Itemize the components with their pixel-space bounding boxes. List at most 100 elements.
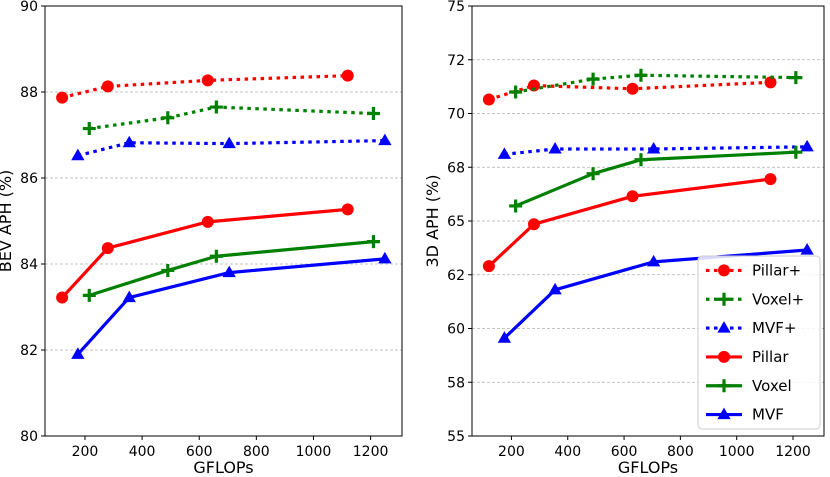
data-point (122, 135, 136, 148)
x-tick-label: 200 (72, 444, 99, 460)
y-tick-label: 72 (447, 53, 465, 69)
legend-box (697, 255, 821, 430)
series-pillar-plus (482, 76, 777, 106)
series-mvf (71, 251, 392, 359)
data-point (341, 203, 354, 216)
data-point (789, 71, 803, 85)
data-point (378, 251, 392, 264)
series-line-mvf (76, 257, 386, 356)
data-point (800, 243, 814, 255)
legend-label-mvf: MVF (752, 406, 784, 424)
data-point (527, 218, 540, 231)
data-point (71, 347, 85, 359)
x-tick-label: 400 (129, 444, 156, 460)
series-line-mvf-plus (504, 145, 808, 156)
series-line-pillar-plus (488, 80, 771, 102)
data-point (764, 173, 777, 186)
data-point (82, 288, 96, 302)
data-point (482, 93, 495, 106)
data-point (82, 122, 96, 136)
y-tick-label: 70 (447, 107, 465, 123)
y-tick-label: 86 (20, 171, 38, 187)
legend-label-voxel-plus: Voxel+ (752, 290, 804, 308)
bev-aph-panel: 80 82 84 86 88 90 200 400 600 800 1000 1200 GFLOPs BE… (0, 0, 403, 477)
data-point (634, 153, 648, 167)
legend-label-mvf-plus: MVF+ (752, 319, 796, 337)
data-point (586, 72, 600, 86)
data-point (56, 91, 69, 104)
data-point (646, 141, 661, 154)
data-point (71, 148, 85, 161)
y-tick-label: 60 (447, 322, 465, 338)
x-tick-label: 1200 (353, 444, 389, 460)
legend-marker-voxel-plus (717, 292, 731, 306)
data-point (122, 290, 136, 303)
data-point (509, 199, 523, 213)
data-point (161, 111, 175, 125)
legend-marker-mvf-plus (717, 321, 731, 333)
legend: Pillar+ Voxel+ MVF+ Pillar Voxel MVF (697, 255, 821, 430)
data-point (101, 80, 114, 93)
series-line-voxel (515, 150, 796, 208)
plot-frame (44, 5, 403, 437)
legend-marker-voxel (717, 379, 731, 393)
data-point (800, 139, 814, 152)
legend-label-voxel: Voxel (752, 377, 792, 395)
y-tick-label: 82 (20, 343, 38, 359)
y-tick-label: 84 (20, 257, 38, 273)
data-point (209, 249, 223, 263)
data-point (626, 82, 639, 95)
data-point (341, 69, 354, 82)
data-point (201, 74, 214, 87)
y-tick-label: 58 (447, 375, 465, 391)
data-point (626, 190, 639, 203)
data-point (56, 291, 69, 304)
x-tick-label: 800 (667, 444, 694, 460)
series-mvf-plus (71, 133, 392, 161)
data-point (201, 215, 214, 228)
series-voxel-plus (509, 68, 803, 99)
data-point (548, 141, 562, 154)
data-point (586, 167, 600, 181)
x-axis-label: GFLOPs (193, 458, 253, 477)
y-axis-label: 3D APH (%) (423, 175, 442, 268)
data-point (497, 331, 512, 343)
x-tick-label: 1000 (296, 444, 332, 460)
series-pillar-plus (56, 69, 354, 104)
data-point (378, 133, 392, 146)
series-voxel-plus (82, 100, 380, 136)
data-point (222, 265, 236, 278)
data-point (209, 100, 223, 114)
series-mvf-plus (497, 139, 814, 159)
data-point (634, 68, 648, 82)
data-point (366, 107, 380, 120)
y-tick-label: 68 (447, 160, 465, 176)
legend-marker-pillar (718, 350, 730, 363)
data-point (548, 282, 562, 295)
series-pillar (56, 203, 354, 304)
x-tick-label: 600 (186, 444, 213, 460)
series-voxel (509, 145, 803, 213)
data-point (101, 242, 114, 255)
data-point (789, 145, 803, 159)
data-point (764, 76, 777, 89)
3d-aph-panel: 55 58 60 62 65 68 70 72 75 200 400 600 800 1000 1200 GF… (423, 0, 825, 477)
x-tick-label: 600 (611, 444, 638, 460)
data-point (497, 147, 512, 159)
x-tick-label: 200 (498, 444, 525, 460)
y-tick-label: 75 (447, 0, 465, 15)
y-tick-label: 55 (447, 429, 465, 445)
y-tick-label: 90 (20, 0, 38, 15)
legend-label-pillar-plus: Pillar+ (752, 261, 801, 279)
x-tick-label: 800 (243, 444, 270, 460)
data-point (646, 254, 661, 267)
y-axis-label: BEV APH (%) (0, 170, 15, 273)
legend-marker-pillar-plus (718, 264, 730, 277)
y-tick-label: 62 (447, 268, 465, 284)
series-pillar (482, 173, 777, 273)
legend-marker-mvf (717, 407, 731, 420)
data-point (161, 263, 175, 277)
data-point (509, 85, 523, 99)
series-line-pillar-plus (61, 74, 348, 100)
